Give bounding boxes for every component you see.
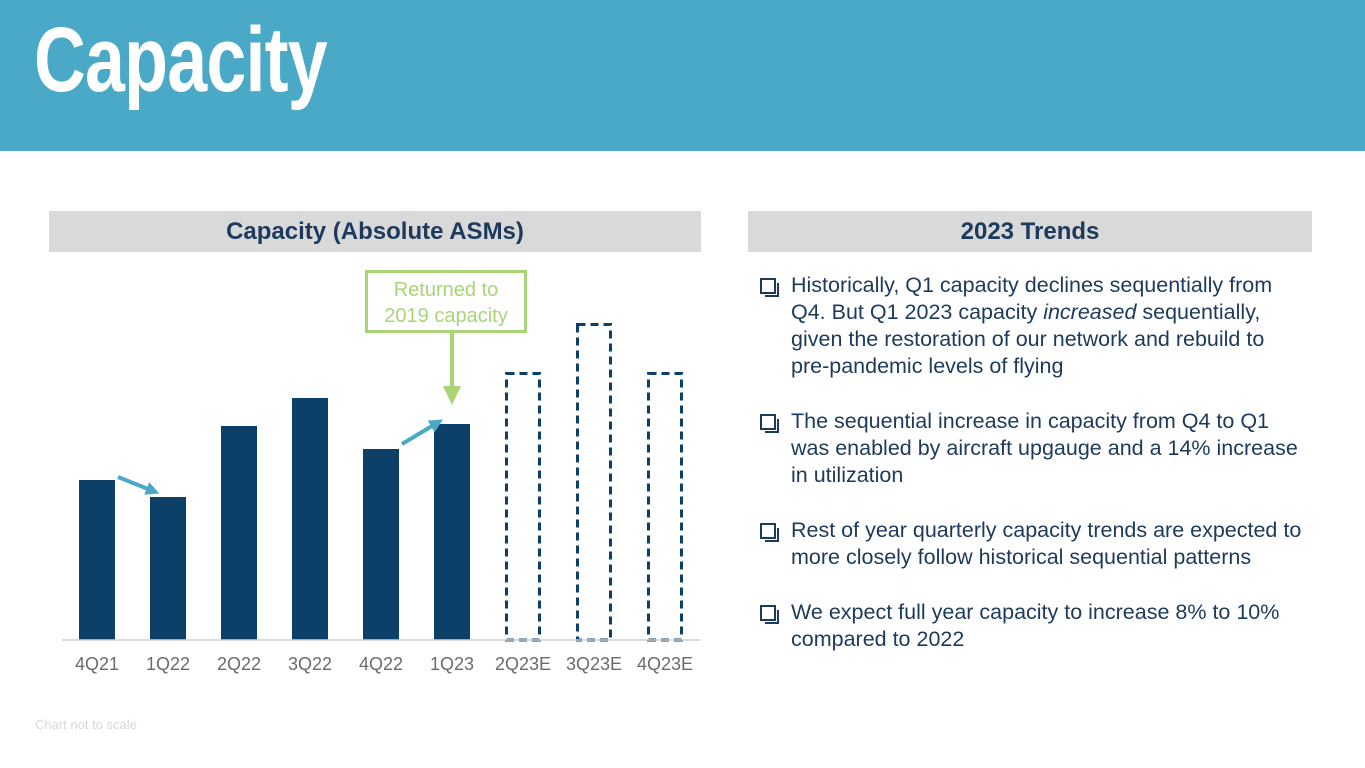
x-tick-label-2q23e: 2Q23E <box>495 654 551 674</box>
callout-arrowhead <box>443 386 461 405</box>
x-tick-label-4q23e: 4Q23E <box>637 654 693 674</box>
bar-3q23e <box>576 323 612 642</box>
trend-bullet-2: The sequential increase in capacity from… <box>760 408 1305 489</box>
trend-bullet-3: Rest of year quarterly capacity trends a… <box>760 517 1305 571</box>
bar-2q23e <box>505 372 541 642</box>
callout-box: Returned to 2019 capacity <box>365 270 527 333</box>
callout-line-2: 2019 capacity <box>384 305 508 327</box>
checkbox-bullet-icon <box>760 278 779 297</box>
trend-bullet-1: Historically, Q1 capacity declines seque… <box>760 272 1305 380</box>
x-tick-label-2q22: 2Q22 <box>217 654 261 674</box>
bar-4q22 <box>363 449 399 640</box>
x-tick-label-4q22: 4Q22 <box>359 654 403 674</box>
trend-text-2: The sequential increase in capacity from… <box>791 409 1298 487</box>
bar-4q21 <box>79 480 115 640</box>
trend-bullet-4: We expect full year capacity to increase… <box>760 599 1305 653</box>
trends-list: Historically, Q1 capacity declines seque… <box>760 272 1305 681</box>
trend-text-4: We expect full year capacity to increase… <box>791 600 1280 651</box>
callout-line-1: Returned to <box>393 279 499 301</box>
trend-arrow-up <box>400 419 443 446</box>
checkbox-bullet-icon <box>760 523 779 542</box>
checkbox-bullet-icon <box>760 605 779 624</box>
title-banner <box>0 0 1365 151</box>
bar-1q22 <box>150 497 186 640</box>
trends-panel-header: 2023 Trends <box>748 211 1312 252</box>
trend-text-1: Historically, Q1 capacity declines seque… <box>791 273 1273 378</box>
checkbox-bullet-icon <box>760 414 779 433</box>
x-tick-label-3q23e: 3Q23E <box>566 654 622 674</box>
chart-footnote: Chart not to scale <box>35 717 137 732</box>
bar-4q23e <box>647 372 683 642</box>
x-tick-label-4q21: 4Q21 <box>75 654 119 674</box>
page-title: Capacity <box>34 9 328 111</box>
trend-arrow-down <box>117 475 160 495</box>
trend-text-3: Rest of year quarterly capacity trends a… <box>791 518 1302 569</box>
x-tick-label-1q23: 1Q23 <box>430 654 474 674</box>
x-tick-label-1q22: 1Q22 <box>146 654 190 674</box>
bar-2q22 <box>221 426 257 640</box>
bar-3q22 <box>292 398 328 640</box>
chart-panel-header: Capacity (Absolute ASMs) <box>49 211 701 252</box>
bar-1q23 <box>434 424 470 640</box>
x-tick-label-3q22: 3Q22 <box>288 654 332 674</box>
